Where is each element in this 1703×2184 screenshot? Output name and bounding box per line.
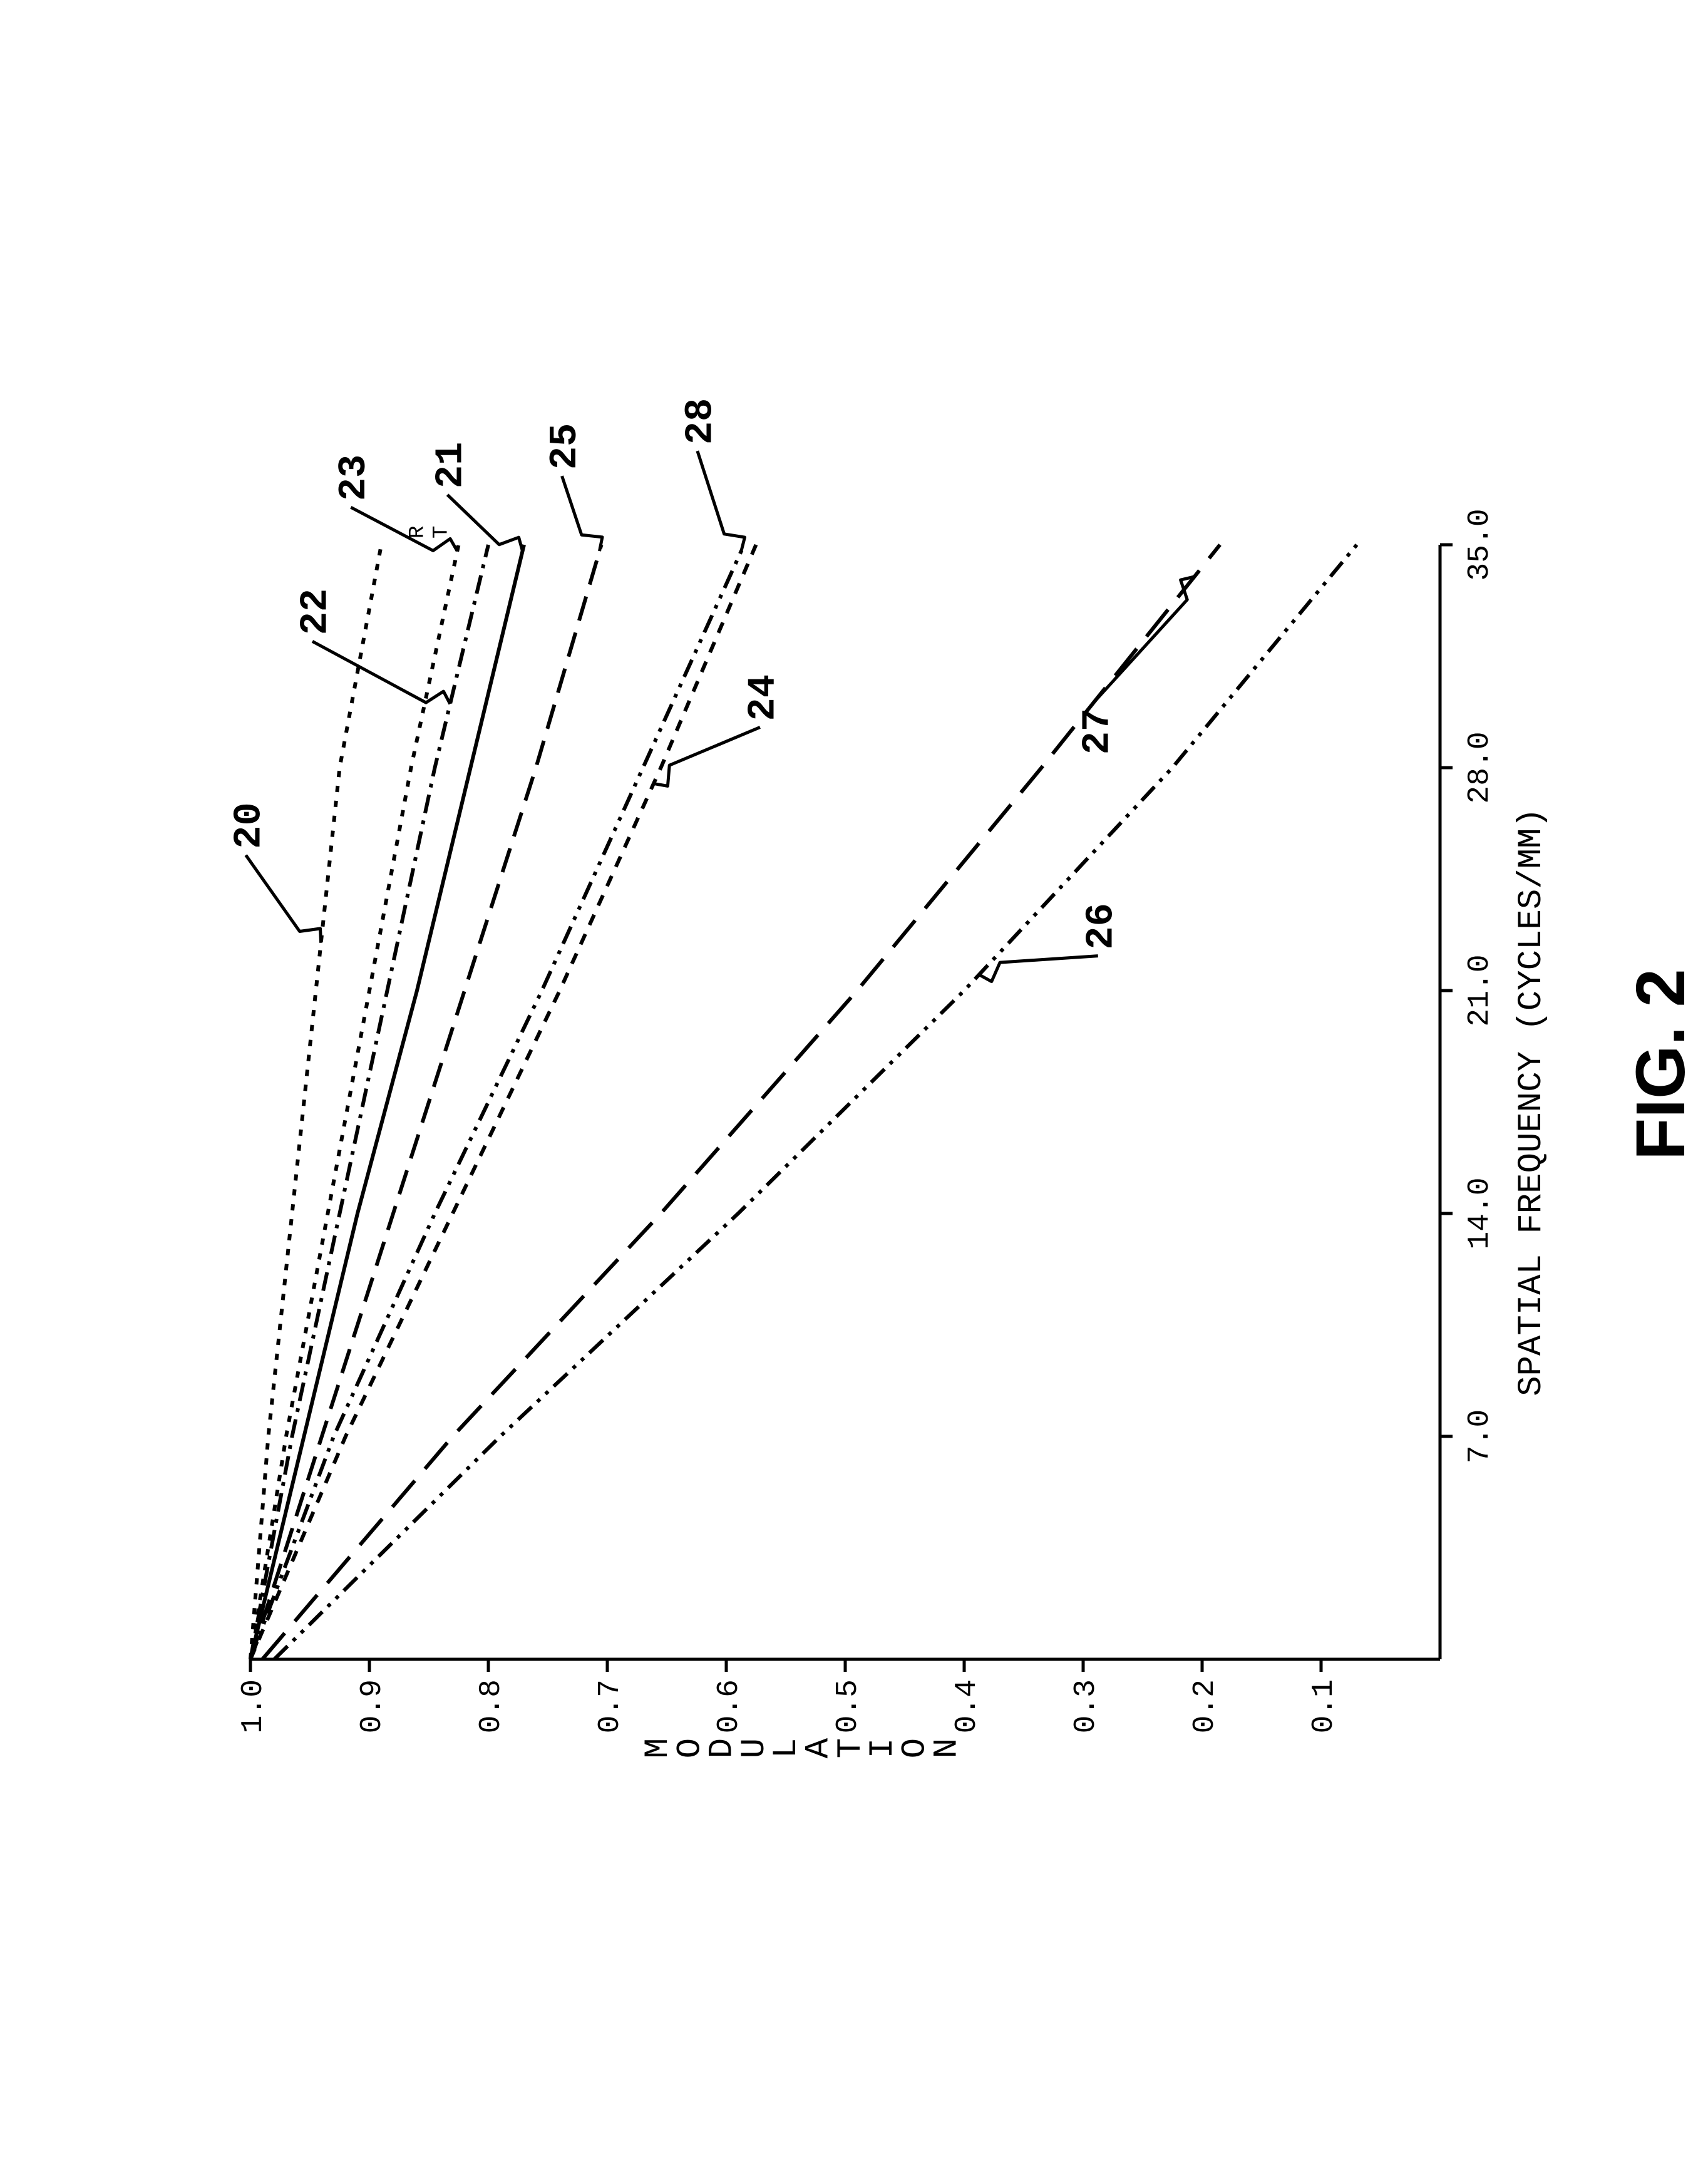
callout-label-20: 20 (227, 802, 271, 848)
callout-leader-20 (246, 855, 321, 943)
series-s21 (250, 545, 524, 1659)
x-axis-label: SPATIAL FREQUENCY (CYCLES/MM) (1513, 808, 1551, 1396)
callout-label-22: 22 (294, 589, 338, 635)
series-s24 (250, 545, 756, 1659)
callout-label-23: 23 (332, 455, 376, 501)
callout-label-25: 25 (543, 423, 587, 470)
y-tick-label: 0.9 (356, 1679, 389, 1733)
y-tick-label: 0.6 (713, 1679, 746, 1733)
y-tick-label: 0.3 (1069, 1679, 1103, 1733)
y-tick-label: 0.8 (475, 1679, 508, 1733)
x-tick-label: 35.0 (1463, 508, 1497, 580)
callout-label-21: 21 (428, 442, 473, 488)
y-tick-label: 0.5 (831, 1679, 865, 1733)
series-s26 (274, 545, 1357, 1659)
y-tick-label: 0.1 (1307, 1679, 1341, 1733)
x-tick-label: 14.0 (1463, 1177, 1497, 1249)
series-s22 (250, 545, 488, 1659)
callout-label-28: 28 (679, 398, 723, 445)
series-s28 (250, 545, 744, 1659)
x-tick-label: 28.0 (1463, 731, 1497, 803)
y-axis-label-letter: N (929, 1738, 967, 1758)
y-tick-label: 0.2 (1188, 1679, 1222, 1733)
callout-leader-25 (562, 476, 602, 551)
y-tick-label: 0.7 (594, 1679, 627, 1733)
callout-leader-24 (654, 727, 760, 786)
legend-T: T (430, 526, 454, 538)
callout-leader-22 (312, 641, 450, 704)
chart-rotated-group: 7.0 14.0 21.0 28.0 35.0 SPATIAL FREQUENCY (CY… (227, 398, 1699, 1758)
callout-leader-21 (448, 495, 523, 551)
callout-label-26: 26 (1079, 903, 1123, 949)
callout-label-24: 24 (741, 674, 786, 721)
figure-caption: FIG. 2 (1622, 969, 1699, 1160)
callout-leader-28 (697, 451, 745, 551)
y-tick-label: 1.0 (237, 1679, 270, 1733)
callout-label-27: 27 (1075, 708, 1119, 755)
callout-leader-26 (979, 956, 1098, 982)
y-tick-label: 0.4 (950, 1679, 984, 1733)
x-tick-label: 21.0 (1463, 954, 1497, 1026)
x-tick-label: 7.0 (1463, 1409, 1497, 1463)
